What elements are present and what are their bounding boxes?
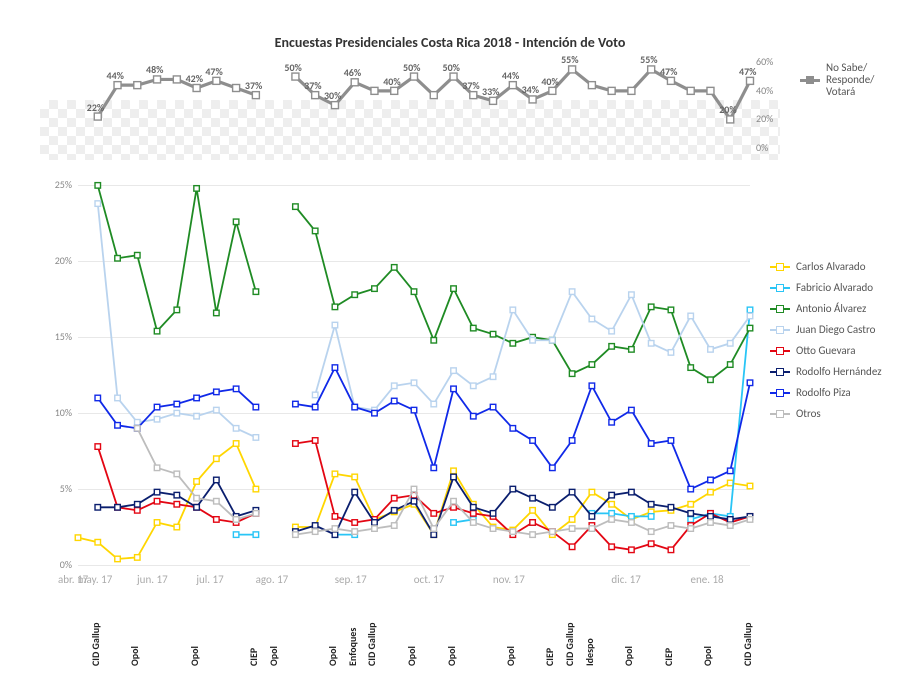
top-data-label: 47% [739,65,756,78]
top-data-label: 37% [245,79,262,92]
top-data-label: 48% [146,63,163,76]
top-data-label: 22% [87,101,104,114]
top-data-label: 47% [660,65,677,78]
top-data-label: 55% [640,53,657,66]
top-data-label: 50% [284,61,301,74]
top-data-label: 40% [541,75,558,88]
main-line-chart [0,0,900,700]
top-data-label: 44% [502,69,519,82]
top-data-label: 50% [443,61,460,74]
top-data-label: 50% [403,61,420,74]
top-data-label: 40% [383,75,400,88]
top-data-label: 47% [205,65,222,78]
top-data-label: 44% [107,69,124,82]
top-data-label: 42% [186,72,203,85]
top-data-label: 33% [482,85,499,98]
top-data-label: 34% [522,83,539,96]
top-data-label: 30% [324,89,341,102]
top-data-label: 37% [304,79,321,92]
top-data-label: 37% [462,79,479,92]
top-data-label: 20% [719,103,736,116]
top-data-label: 55% [561,53,578,66]
top-data-label: 46% [344,66,361,79]
